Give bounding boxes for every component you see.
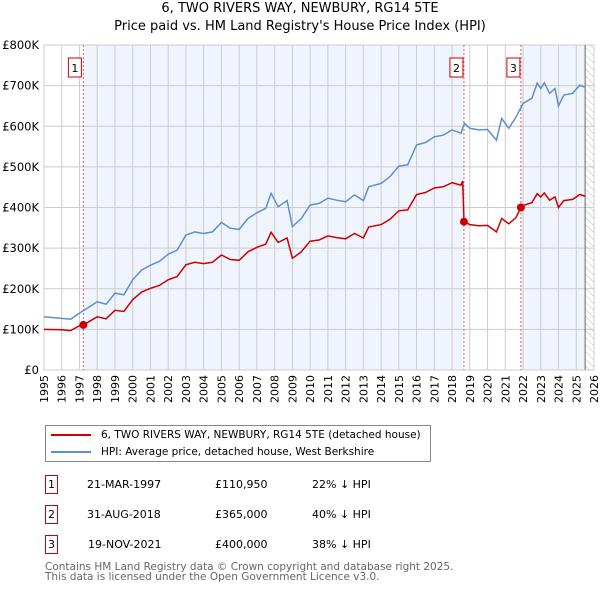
x-tick-label: 1999 [109, 375, 122, 403]
legend-swatch [51, 451, 91, 453]
y-tick-label: £0 [24, 363, 39, 377]
sale-date: 31-AUG-2018 [87, 508, 161, 521]
sale-label: 3 [510, 62, 517, 75]
x-tick-label: 2013 [357, 375, 370, 403]
sale-label-box [506, 57, 521, 78]
x-tick-label: 2017 [428, 375, 441, 403]
x-tick-label: 2009 [286, 375, 299, 403]
y-tick-label: £800K [2, 38, 39, 52]
sale-price: £110,950 [215, 478, 268, 491]
sale-price: £400,000 [215, 538, 268, 551]
x-tick-label: 2019 [464, 375, 477, 403]
series-line-hpi [43, 81, 586, 320]
x-tick-label: 2005 [215, 375, 228, 403]
x-tick-label: 2020 [482, 375, 495, 403]
x-tick-label: 1995 [38, 375, 51, 403]
x-tick-label: 2015 [393, 375, 406, 403]
sale-point [459, 217, 468, 226]
chart-subtitle: Price paid vs. HM Land Registry's House … [114, 19, 486, 34]
sale-badge: 2 [45, 505, 58, 524]
sale-badge: 1 [45, 475, 58, 494]
y-tick-label: £300K [2, 241, 39, 255]
legend: 6, TWO RIVERS WAY, NEWBURY, RG14 5TE (de… [45, 425, 431, 462]
x-tick-label: 1997 [73, 375, 86, 403]
sale-hpi-diff: 40% ↓ HPI [312, 508, 371, 521]
sale-row: 1 21-MAR-1997 £110,950 22% ↓ HPI [45, 475, 465, 495]
x-tick-label: 2003 [180, 375, 193, 403]
x-tick-label: 2018 [446, 375, 459, 403]
sale-hpi-diff: 22% ↓ HPI [312, 478, 371, 491]
chart-title: 6, TWO RIVERS WAY, NEWBURY, RG14 5TE [161, 1, 439, 16]
x-tick-label: 2025 [570, 375, 583, 403]
sale-label-box [67, 57, 82, 78]
x-tick-label: 2026 [588, 375, 600, 403]
sale-row: 2 31-AUG-2018 £365,000 40% ↓ HPI [45, 505, 465, 525]
x-tick-label: 1996 [56, 375, 69, 403]
x-tick-label: 2022 [517, 375, 530, 403]
x-tick-label: 2014 [375, 375, 388, 403]
legend-swatch [51, 434, 91, 436]
x-tick-label: 2004 [198, 375, 211, 403]
sale-hpi-diff: 38% ↓ HPI [312, 538, 371, 551]
legend-label: HPI: Average price, detached house, West… [101, 446, 375, 458]
sale-label-box [449, 57, 464, 78]
legend-label: 6, TWO RIVERS WAY, NEWBURY, RG14 5TE (de… [101, 429, 421, 441]
x-tick-label: 2006 [233, 375, 246, 403]
x-tick-label: 1998 [91, 375, 104, 403]
sale-date: 19-NOV-2021 [88, 538, 162, 551]
y-tick-label: £200K [2, 282, 39, 296]
sale-row: 3 19-NOV-2021 £400,000 38% ↓ HPI [45, 535, 465, 555]
x-tick-label: 2021 [499, 375, 512, 403]
x-tick-label: 2007 [251, 375, 264, 403]
y-tick-label: £600K [2, 119, 39, 133]
x-tick-label: 2012 [340, 375, 353, 403]
legend-item-property: 6, TWO RIVERS WAY, NEWBURY, RG14 5TE (de… [51, 427, 421, 443]
y-tick-label: £400K [2, 201, 39, 215]
y-tick-label: £500K [2, 160, 39, 174]
sale-label: 1 [71, 62, 78, 75]
footer-licence: This data is licensed under the Open Gov… [45, 571, 380, 583]
x-tick-label: 2008 [269, 375, 282, 403]
x-tick-label: 2016 [411, 375, 424, 403]
footer-copyright: Contains HM Land Registry data © Crown c… [45, 561, 454, 573]
sale-badge: 3 [45, 535, 58, 554]
x-tick-label: 2023 [535, 375, 548, 403]
x-tick-label: 2024 [553, 375, 566, 403]
x-tick-label: 2010 [304, 375, 317, 403]
x-tick-label: 2011 [322, 375, 335, 403]
x-tick-label: 2001 [144, 375, 157, 403]
y-tick-label: £100K [2, 322, 39, 336]
sale-date: 21-MAR-1997 [87, 478, 162, 491]
x-tick-label: 2000 [127, 375, 140, 403]
sale-point [79, 320, 88, 329]
sale-label: 2 [453, 62, 460, 75]
sale-point [516, 203, 525, 212]
sale-price: £365,000 [215, 508, 268, 521]
x-tick-label: 2002 [162, 375, 175, 403]
y-tick-label: £700K [2, 79, 39, 93]
legend-item-hpi: HPI: Average price, detached house, West… [51, 444, 374, 460]
price-chart: 1995 1996 1997 1998 1999 2000 2001 2002 2003 2004… [2, 38, 600, 403]
